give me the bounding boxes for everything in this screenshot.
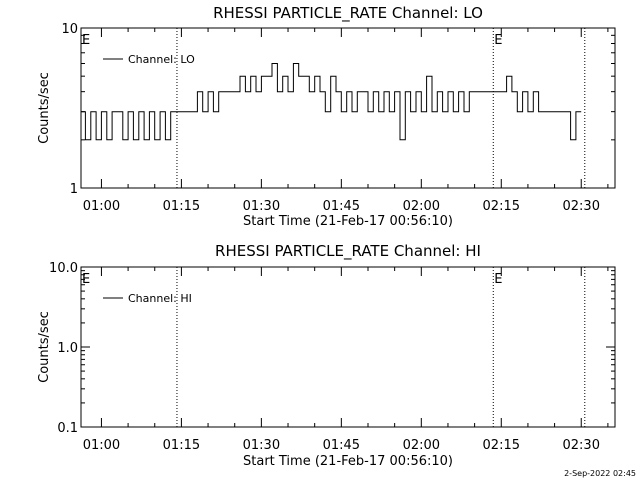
x-tick-label: 02:00 (403, 438, 440, 453)
x-tick-label: 02:00 (403, 199, 440, 214)
x-tick-label: 01:00 (83, 438, 120, 453)
x-tick-label: 01:15 (163, 438, 200, 453)
y-tick-label: 1.0 (57, 341, 78, 356)
y-axis-label: Counts/sec (37, 311, 52, 383)
x-tick-label: 02:30 (563, 199, 600, 214)
chart-title: RHESSI PARTICLE_RATE Channel: HI (215, 242, 481, 261)
legend-label: Channel: LO (128, 53, 195, 66)
y-axis-label: Counts/sec (37, 72, 52, 144)
y-tick-label: 10 (61, 22, 78, 37)
y-tick-label: 1 (70, 182, 78, 197)
x-tick-label: 01:45 (323, 438, 360, 453)
event-marker-label: E (494, 33, 502, 48)
y-tick-label: 0.1 (57, 421, 78, 436)
lo-channel-panel: RHESSI PARTICLE_RATE Channel: LO 1 10 Count… (37, 4, 616, 229)
y-tick-label: 10.0 (49, 261, 78, 276)
event-marker-label: E (82, 33, 90, 48)
x-axis-label: Start Time (21-Feb-17 00:56:10) (243, 214, 453, 229)
legend-label: Channel: HI (128, 292, 192, 305)
hi-channel-panel: RHESSI PARTICLE_RATE Channel: HI 0.1 1.0 10… (37, 242, 616, 469)
x-tick-label: 02:15 (483, 199, 520, 214)
x-tick-label: 02:30 (563, 438, 600, 453)
x-tick-label: 02:15 (483, 438, 520, 453)
event-marker-label: E (494, 272, 502, 287)
generation-timestamp: 2-Sep-2022 02:45 (564, 469, 636, 478)
event-marker-label: E (82, 272, 90, 287)
plot-frame (80, 266, 616, 428)
x-tick-label: 01:30 (243, 199, 280, 214)
x-tick-label: 01:15 (163, 199, 200, 214)
x-tick-label: 01:30 (243, 438, 280, 453)
x-axis-label: Start Time (21-Feb-17 00:56:10) (243, 454, 453, 469)
chart-title: RHESSI PARTICLE_RATE Channel: LO (213, 4, 483, 23)
x-tick-label: 01:45 (323, 199, 360, 214)
plot-frame (80, 27, 616, 189)
x-tick-label: 01:00 (83, 199, 120, 214)
series-line (81, 63, 582, 141)
